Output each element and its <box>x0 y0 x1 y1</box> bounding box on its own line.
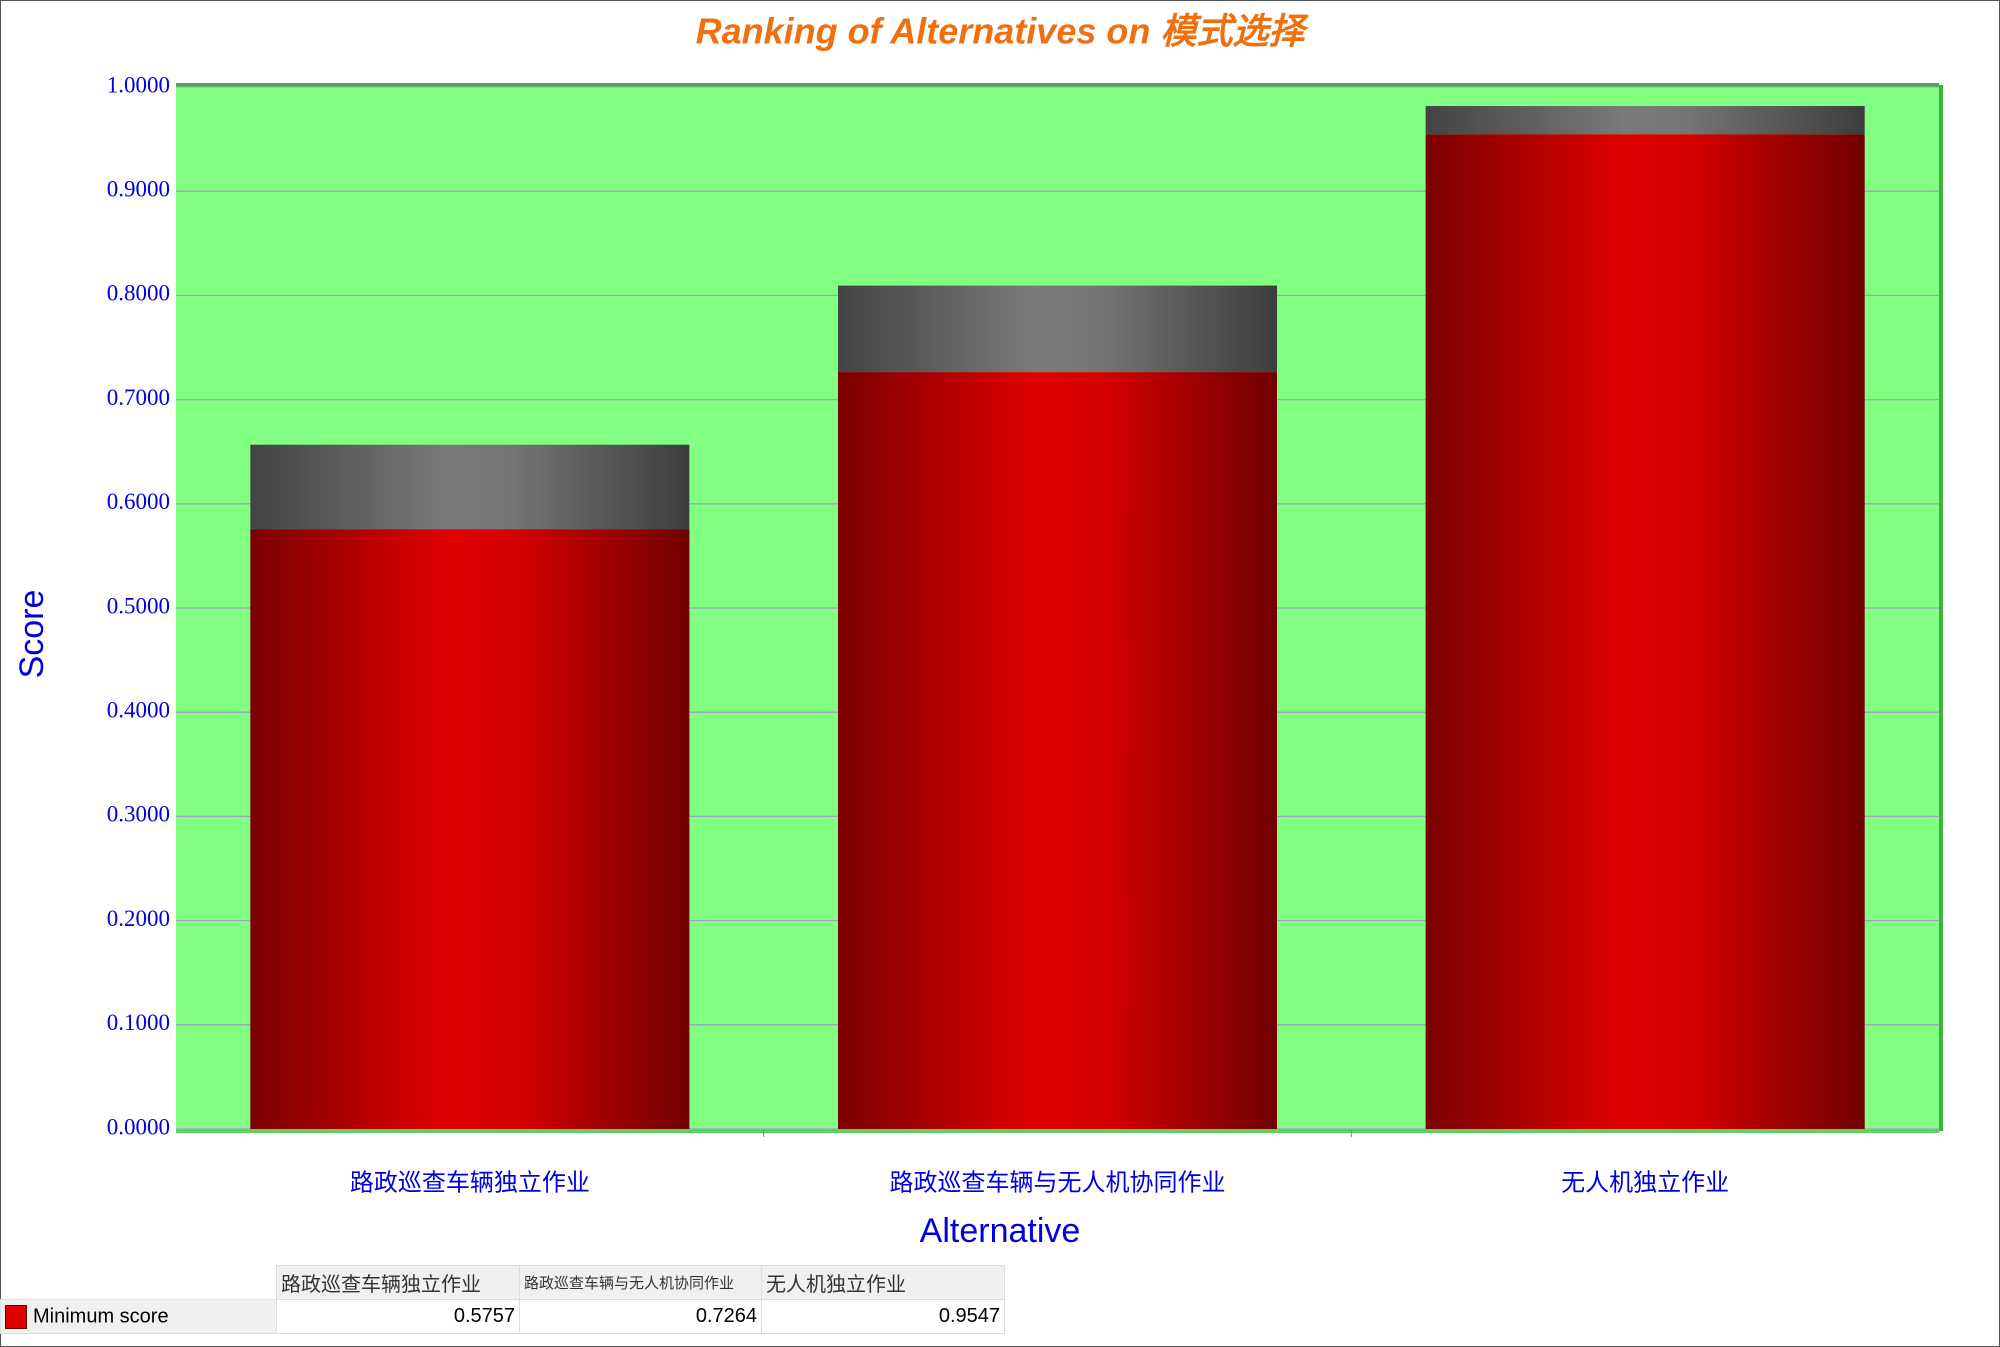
bar-shade <box>838 285 1277 373</box>
x-axis-title: Alternative <box>920 1212 1081 1250</box>
col-header: 路政巡查车辆独立作业 <box>276 1265 520 1300</box>
cell: 0.9547 <box>761 1299 1005 1334</box>
row-header: Minimum score <box>0 1299 277 1334</box>
y-tick-label: 0.3000 <box>107 802 170 827</box>
y-tick-label: 0.2000 <box>107 906 170 931</box>
bar-shade <box>1425 106 1865 135</box>
legend-swatch <box>5 1304 27 1329</box>
y-tick-label: 0.6000 <box>107 489 170 514</box>
y-tick-label: 0.9000 <box>107 176 170 201</box>
y-tick-label: 0.4000 <box>107 697 170 722</box>
x-tick-label: 无人机独立作业 <box>1561 1169 1729 1197</box>
y-axis-title: Score <box>13 590 51 679</box>
bar-shade <box>1425 134 1865 1129</box>
corner <box>0 1265 277 1300</box>
y-tick-label: 0.0000 <box>107 1114 170 1139</box>
legend-label: Minimum score <box>33 1304 169 1327</box>
col-header: 路政巡查车辆与无人机协同作业 <box>519 1265 762 1300</box>
bar-shade <box>250 529 690 1129</box>
cell: 0.5757 <box>276 1299 520 1334</box>
x-tick-label: 路政巡查车辆与无人机协同作业 <box>890 1169 1226 1197</box>
cell: 0.7264 <box>519 1299 762 1334</box>
y-tick-label: 0.8000 <box>107 281 170 306</box>
bar-shade <box>250 444 690 530</box>
chart: Ranking of Alternatives on 模式选择 Alternat… <box>13 11 1943 1250</box>
y-tick-label: 0.7000 <box>107 385 170 410</box>
data-table: 路政巡查车辆独立作业 路政巡查车辆与无人机协同作业 无人机独立作业 Minimu… <box>0 1265 1005 1334</box>
y-tick-label: 1.0000 <box>107 72 170 97</box>
bar-shade <box>838 372 1277 1129</box>
x-tick-label: 路政巡查车辆独立作业 <box>350 1169 590 1197</box>
col-header: 无人机独立作业 <box>761 1265 1005 1300</box>
chart-title: Ranking of Alternatives on 模式选择 <box>696 11 1310 52</box>
y-tick-label: 0.5000 <box>107 593 170 618</box>
y-tick-label: 0.1000 <box>107 1010 170 1035</box>
